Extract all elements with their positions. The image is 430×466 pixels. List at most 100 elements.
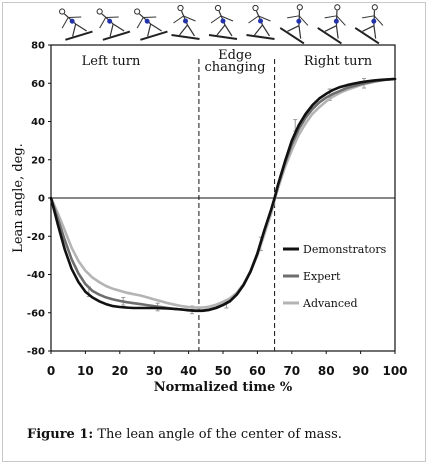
head-shape	[371, 4, 378, 11]
series-line-expert	[49, 77, 397, 312]
skier-figure	[208, 4, 238, 40]
x-tick-label: 90	[352, 364, 369, 378]
y-tick-label: -60	[27, 308, 45, 319]
x-tick-label: 20	[111, 364, 128, 378]
arm-shape	[362, 15, 375, 19]
x-tick-label: 50	[215, 364, 232, 378]
skier-figure	[171, 4, 200, 40]
x-tick-label: 10	[77, 364, 94, 378]
leg-shape	[324, 25, 337, 32]
skier-body	[134, 8, 168, 41]
leg-shape	[261, 24, 271, 37]
arm-shape	[373, 15, 384, 26]
y-tick-label: 20	[31, 155, 45, 166]
skier-figure	[279, 4, 309, 45]
arm-shape	[258, 15, 271, 22]
leg-shape	[109, 23, 114, 37]
arm-shape	[220, 15, 234, 22]
ski-shape	[279, 27, 305, 45]
legend-label-demonstrators: Demonstrators	[303, 243, 387, 256]
leg-shape	[373, 25, 377, 39]
arm-shape	[143, 16, 157, 19]
leg-shape	[179, 24, 188, 36]
series-line-advanced	[49, 77, 397, 309]
arm-shape	[99, 17, 107, 29]
center-of-mass-marker	[296, 18, 302, 24]
leg-shape	[287, 25, 300, 32]
x-tick-label: 60	[249, 364, 266, 378]
ski-shape	[354, 27, 380, 45]
arm-shape	[183, 15, 196, 22]
torso-shape	[138, 13, 152, 25]
arm-shape	[68, 16, 82, 19]
y-tick-label: -40	[27, 270, 45, 281]
y-tick-label: 40	[31, 117, 45, 128]
center-of-mass-marker	[144, 18, 150, 24]
ski-shape	[171, 34, 200, 40]
ski-shape	[208, 34, 238, 40]
x-tick-label: 70	[283, 364, 300, 378]
leg-shape	[298, 25, 302, 39]
head-shape	[134, 8, 141, 15]
leg-shape	[216, 24, 226, 36]
series-line-demonstrators	[49, 77, 397, 313]
legend-label-expert: Expert	[303, 270, 341, 283]
skier-body	[208, 4, 238, 40]
leg-shape	[72, 23, 77, 37]
phase-label: Edge	[218, 48, 252, 63]
ski-shape	[246, 34, 275, 40]
skier-figure	[59, 8, 93, 41]
caption-label: Figure 1:	[27, 427, 94, 442]
skier-figure	[354, 4, 384, 45]
center-of-mass-marker	[69, 18, 75, 24]
skier-figure	[317, 4, 346, 45]
skier-figure	[96, 8, 131, 41]
skier-body	[246, 4, 275, 40]
figure-frame: 80 60 40 20 0 -20 -40 -60 -80 0 10 20 30 40 50 60 70 80 90…	[2, 2, 426, 462]
center-of-mass-marker	[183, 18, 188, 24]
torso-shape	[101, 13, 114, 25]
arm-shape	[287, 15, 300, 19]
figure-caption: Figure 1: The lean angle of the center o…	[27, 427, 342, 442]
caption-text: The lean angle of the center of mass.	[93, 427, 342, 442]
arm-shape	[136, 17, 144, 29]
leg-shape	[362, 25, 375, 32]
leg-shape	[75, 23, 87, 32]
skier-body	[96, 8, 131, 41]
x-tick-label: 80	[318, 364, 335, 378]
y-tick-label: 60	[31, 79, 45, 90]
y-tick-label: -20	[27, 232, 45, 243]
phase-label: Right turn	[304, 54, 373, 69]
skier-figure	[134, 8, 168, 41]
y-tick-label: -80	[27, 347, 45, 358]
phase-label: Left turn	[82, 54, 141, 69]
ski-shape	[317, 27, 342, 45]
y-tick-label: 0	[38, 194, 45, 205]
center-of-mass-marker	[371, 18, 377, 24]
leg-shape	[186, 24, 196, 37]
arm-shape	[324, 15, 337, 19]
skier-body	[354, 4, 384, 45]
x-tick-label: 40	[180, 364, 197, 378]
arm-shape	[248, 15, 259, 24]
head-shape	[214, 4, 222, 12]
head-shape	[96, 8, 103, 15]
leg-shape	[254, 24, 263, 36]
leg-shape	[150, 23, 162, 32]
ski-shape	[65, 30, 93, 41]
center-of-mass-marker	[220, 18, 226, 24]
ski-shape	[140, 30, 168, 41]
skier-figure-strip	[59, 4, 384, 45]
arm-shape	[173, 15, 184, 24]
x-tick-label: 100	[382, 364, 407, 378]
leg-shape	[335, 25, 339, 39]
arm-shape	[61, 17, 69, 29]
x-axis-title: Normalized time %	[154, 380, 293, 395]
skier-body	[279, 4, 309, 45]
head-shape	[177, 4, 184, 12]
skier-body	[317, 4, 346, 45]
head-shape	[252, 4, 259, 12]
x-tick-label: 30	[146, 364, 163, 378]
center-of-mass-marker	[107, 18, 113, 24]
